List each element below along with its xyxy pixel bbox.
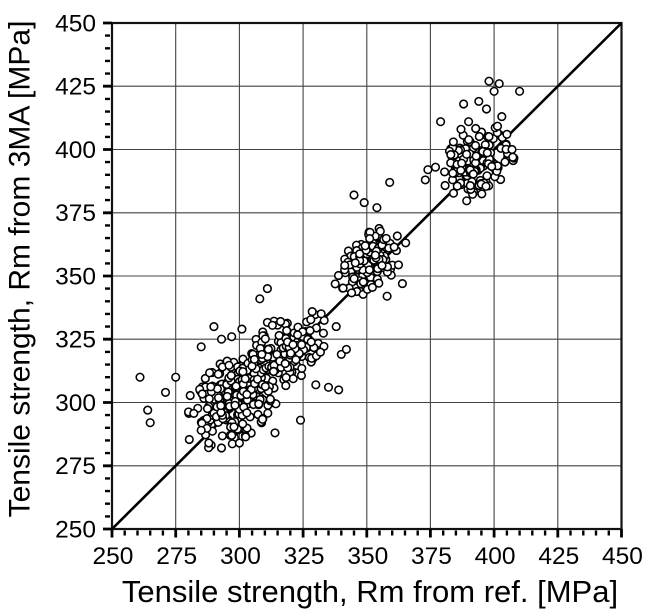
svg-text:250: 250: [93, 543, 134, 570]
svg-text:325: 325: [284, 543, 325, 570]
svg-text:425: 425: [538, 543, 579, 570]
svg-text:275: 275: [55, 453, 96, 480]
svg-text:375: 375: [55, 200, 96, 227]
svg-text:275: 275: [156, 543, 197, 570]
svg-text:350: 350: [347, 543, 388, 570]
svg-text:375: 375: [411, 543, 452, 570]
svg-text:400: 400: [55, 137, 96, 164]
svg-text:250: 250: [55, 516, 96, 543]
svg-text:350: 350: [55, 263, 96, 290]
svg-text:325: 325: [55, 327, 96, 354]
svg-text:450: 450: [55, 10, 96, 37]
svg-text:300: 300: [220, 543, 261, 570]
svg-text:450: 450: [602, 543, 643, 570]
svg-text:300: 300: [55, 390, 96, 417]
svg-text:Tensile strength, Rm from 3MA: Tensile strength, Rm from 3MA [MPa]: [4, 21, 37, 518]
svg-text:425: 425: [55, 74, 96, 101]
svg-text:Tensile strength, Rm from ref.: Tensile strength, Rm from ref. [MPa]: [122, 574, 618, 609]
svg-text:400: 400: [475, 543, 516, 570]
